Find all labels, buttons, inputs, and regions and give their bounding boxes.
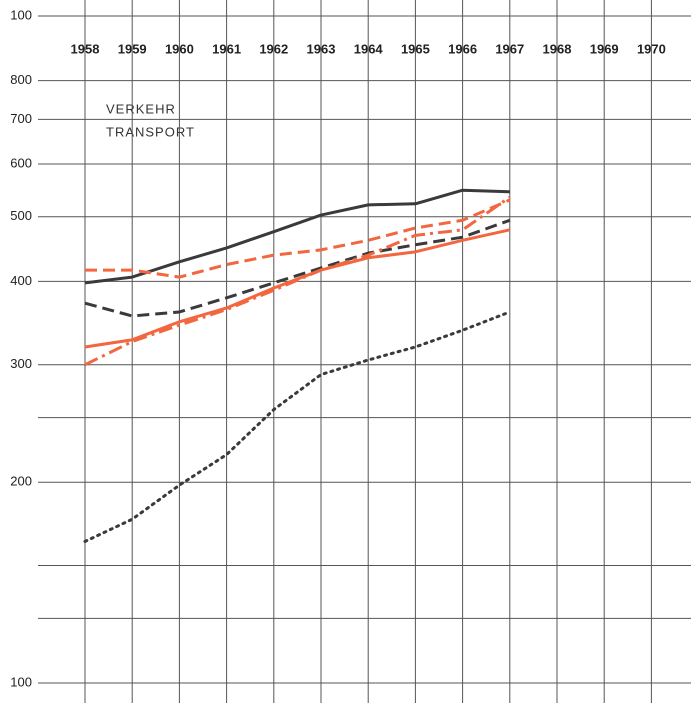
y-tick-label: 600: [10, 155, 32, 170]
series-line: [84, 228, 511, 349]
annotation: TRANSPORT: [106, 124, 195, 139]
annotation: VERKEHR: [106, 101, 176, 116]
y-tick-label: 500: [10, 208, 32, 223]
series-line: [83, 310, 512, 543]
y-tick-label: 700: [10, 111, 32, 126]
y-tick-label: 800: [10, 72, 32, 87]
series-line: [84, 188, 510, 285]
y-tick-label: 200: [10, 474, 32, 489]
y-tick-label: 300: [10, 356, 32, 371]
series-line: [84, 195, 511, 367]
y-tick-label: 400: [10, 273, 32, 288]
y-tick-label: 100: [10, 7, 32, 22]
series-line: [85, 198, 511, 279]
y-tick-label: 100: [10, 674, 32, 689]
series-line: [84, 218, 511, 318]
